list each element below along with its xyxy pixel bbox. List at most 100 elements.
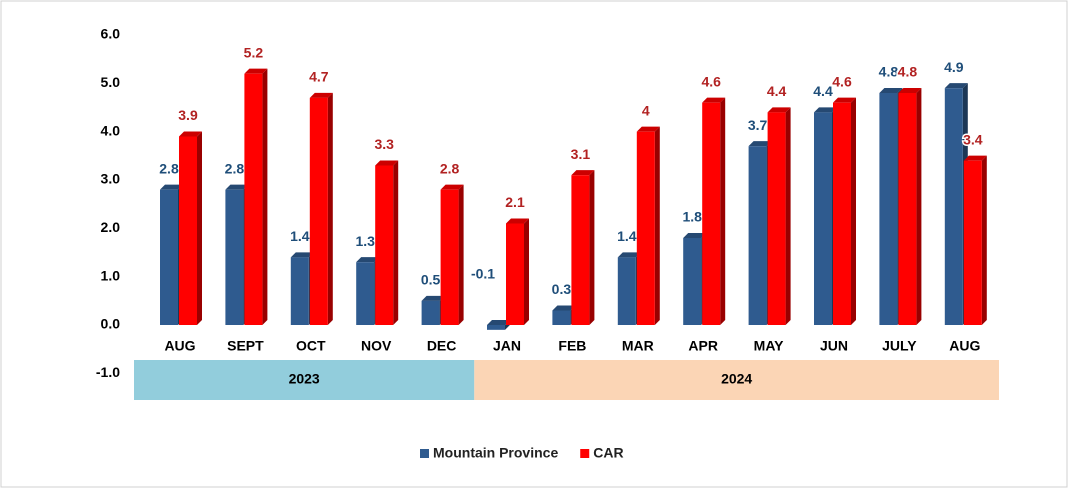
- bar-side: [981, 155, 987, 325]
- bar-side: [393, 160, 399, 325]
- year-band: [134, 360, 475, 400]
- bar-top: [506, 218, 529, 224]
- x-tick-label: JUN: [820, 338, 848, 354]
- bar: [356, 262, 375, 325]
- value-label: 1.4: [617, 228, 637, 244]
- bar-top: [814, 107, 837, 113]
- x-tick-label: FEB: [558, 338, 586, 354]
- bar: [571, 175, 590, 325]
- bar: [879, 93, 898, 325]
- value-label: 3.7: [748, 117, 768, 133]
- bar-side: [524, 218, 529, 325]
- y-tick-label: 6.0: [101, 26, 121, 42]
- value-label: 4.9: [944, 59, 964, 75]
- bar-side: [916, 88, 922, 325]
- bar-top: [898, 88, 922, 93]
- y-tick-label: 3.0: [101, 171, 121, 187]
- value-label: 1.8: [682, 209, 702, 225]
- x-tick-label: AUG: [949, 338, 980, 354]
- value-label: 4.6: [701, 73, 721, 89]
- value-label: 4.4: [813, 83, 833, 99]
- bar: [421, 300, 440, 325]
- x-tick-label: SEPT: [227, 338, 264, 354]
- bar-top: [833, 97, 856, 103]
- x-tick-label: JAN: [493, 338, 521, 354]
- bar: [636, 131, 655, 325]
- y-tick-label: 2.0: [101, 219, 121, 235]
- bar-top: [748, 141, 772, 147]
- year-label: 2024: [721, 371, 752, 387]
- year-label: 2023: [289, 371, 320, 387]
- bar: [225, 189, 244, 325]
- bar-top: [879, 88, 903, 93]
- bar-top: [356, 257, 380, 263]
- value-label: 1.3: [355, 233, 375, 249]
- value-label: 5.2: [244, 44, 264, 60]
- bar-top: [225, 184, 249, 190]
- value-label: -0.1: [471, 266, 495, 282]
- value-label: 0.5: [421, 272, 441, 288]
- value-label: 4.8: [898, 64, 918, 80]
- bar: [160, 189, 178, 325]
- value-label: 2.1: [505, 194, 525, 210]
- bar-side: [262, 68, 268, 326]
- bar: [944, 88, 963, 326]
- value-label: 0.3: [552, 281, 572, 297]
- bar: [440, 189, 459, 325]
- bar-top: [440, 184, 464, 190]
- value-label: 3.9: [178, 107, 198, 123]
- value-label: 4.4: [767, 83, 787, 99]
- bar-top: [617, 252, 641, 258]
- bar: [748, 146, 767, 325]
- value-label: 3.4: [963, 131, 983, 147]
- bar: [290, 257, 309, 325]
- bar-top: [290, 252, 314, 258]
- value-label: 4: [642, 102, 650, 118]
- bar: [683, 238, 702, 325]
- value-label: 2.8: [225, 160, 245, 176]
- bar-side: [785, 107, 791, 325]
- bar-top: [767, 107, 791, 113]
- bar: [898, 93, 917, 325]
- bar-top: [963, 155, 987, 161]
- bar-top: [160, 184, 183, 190]
- bar: [702, 102, 721, 326]
- bar-side: [589, 170, 595, 325]
- bar-top: [571, 170, 595, 176]
- x-tick-label: MAR: [622, 338, 654, 354]
- y-tick-label: -1.0: [96, 364, 120, 380]
- bar-top: [179, 131, 202, 137]
- bar: [552, 310, 571, 325]
- y-tick-label: 0.0: [101, 316, 121, 332]
- value-label: 4.8: [879, 64, 899, 80]
- bar: [833, 102, 851, 326]
- legend-swatch: [580, 449, 590, 458]
- x-tick-label: AUG: [164, 338, 195, 354]
- x-tick-label: NOV: [361, 338, 392, 354]
- bar: [506, 223, 524, 325]
- bar-top: [244, 68, 268, 74]
- x-tick-label: APR: [688, 338, 718, 354]
- bar: [309, 97, 328, 325]
- value-label: 1.4: [290, 228, 310, 244]
- bar-side: [327, 92, 333, 325]
- bar-top: [421, 295, 445, 301]
- bar-top: [636, 126, 660, 132]
- bar-side: [197, 131, 202, 325]
- bar-top: [487, 320, 510, 325]
- value-label: 3.1: [571, 146, 591, 162]
- y-tick-label: 4.0: [101, 122, 121, 138]
- legend-label: CAR: [593, 445, 623, 461]
- bar-top: [683, 233, 707, 238]
- bar-side: [851, 97, 856, 326]
- bar-top: [552, 305, 576, 311]
- bar: [244, 73, 263, 326]
- bar: [617, 257, 636, 325]
- bar-side: [720, 97, 726, 326]
- y-tick-label: 1.0: [101, 267, 121, 283]
- bar-top: [375, 160, 399, 166]
- bar: [487, 325, 505, 330]
- value-label: 4.6: [832, 73, 852, 89]
- x-tick-label: JULY: [882, 338, 917, 354]
